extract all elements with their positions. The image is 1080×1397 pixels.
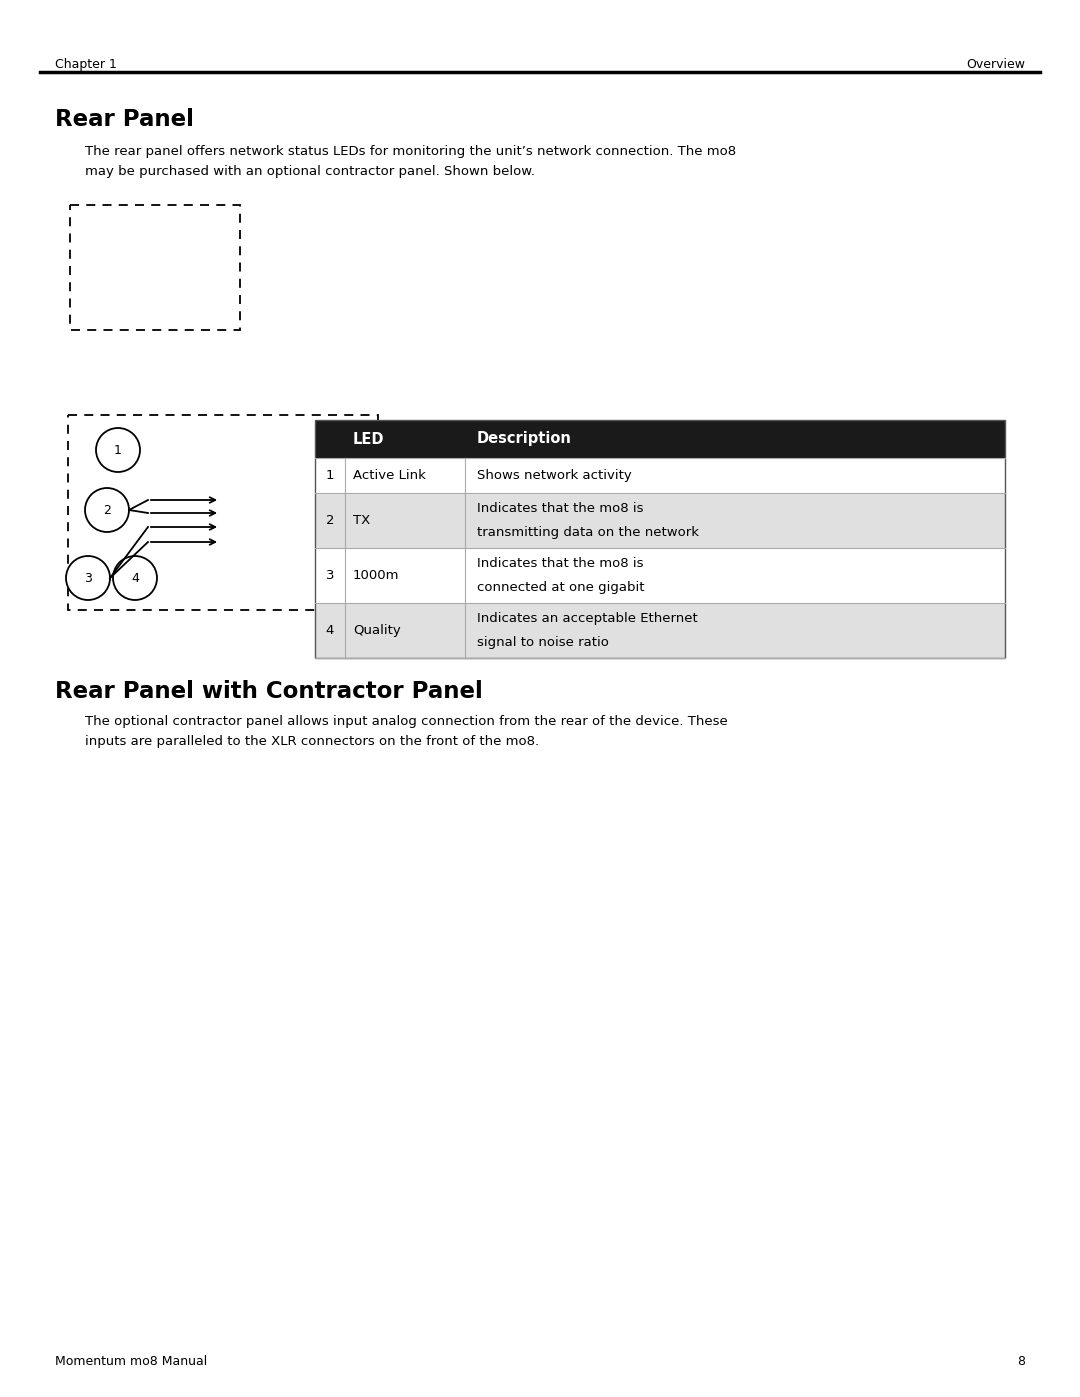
Text: signal to noise ratio: signal to noise ratio	[477, 636, 609, 650]
Text: inputs are paralleled to the XLR connectors on the front of the mo8.: inputs are paralleled to the XLR connect…	[85, 735, 539, 747]
Text: Overview: Overview	[966, 59, 1025, 71]
Text: Active Link: Active Link	[353, 469, 426, 482]
Text: Rear Panel: Rear Panel	[55, 108, 194, 131]
Text: may be purchased with an optional contractor panel. Shown below.: may be purchased with an optional contra…	[85, 165, 535, 177]
Bar	[315, 548, 1005, 604]
Text: transmitting data on the network: transmitting data on the network	[477, 527, 699, 539]
Text: 3: 3	[326, 569, 334, 583]
Text: 8: 8	[1017, 1355, 1025, 1368]
Circle shape	[66, 556, 110, 599]
Text: connected at one gigabit: connected at one gigabit	[477, 581, 645, 594]
Bar	[70, 205, 240, 330]
Text: 1: 1	[114, 443, 122, 457]
Bar	[315, 493, 1005, 548]
Bar	[315, 458, 1005, 493]
Text: Indicates an acceptable Ethernet: Indicates an acceptable Ethernet	[477, 612, 698, 624]
Circle shape	[113, 556, 157, 599]
Text: Indicates that the mo8 is: Indicates that the mo8 is	[477, 557, 644, 570]
Text: 1000m: 1000m	[353, 569, 400, 583]
Bar	[315, 604, 1005, 658]
Text: Quality: Quality	[353, 624, 401, 637]
Circle shape	[96, 427, 140, 472]
Text: LED: LED	[353, 432, 384, 447]
Circle shape	[85, 488, 129, 532]
Text: Shows network activity: Shows network activity	[477, 469, 632, 482]
Bar	[68, 415, 378, 610]
Bar	[315, 420, 1005, 658]
Text: Chapter 1: Chapter 1	[55, 59, 117, 71]
Text: 1: 1	[326, 469, 334, 482]
Text: TX: TX	[353, 514, 370, 527]
Text: 3: 3	[84, 571, 92, 584]
Text: 2: 2	[103, 503, 111, 517]
Text: Rear Panel with Contractor Panel: Rear Panel with Contractor Panel	[55, 680, 483, 703]
Text: The optional contractor panel allows input analog connection from the rear of th: The optional contractor panel allows inp…	[85, 715, 728, 728]
Text: Description: Description	[477, 432, 572, 447]
Bar	[315, 420, 1005, 458]
Text: The rear panel offers network status LEDs for monitoring the unit’s network conn: The rear panel offers network status LED…	[85, 145, 737, 158]
Text: 4: 4	[326, 624, 334, 637]
Text: 2: 2	[326, 514, 334, 527]
Text: Momentum mo8 Manual: Momentum mo8 Manual	[55, 1355, 207, 1368]
Text: Indicates that the mo8 is: Indicates that the mo8 is	[477, 502, 644, 515]
Text: 4: 4	[131, 571, 139, 584]
